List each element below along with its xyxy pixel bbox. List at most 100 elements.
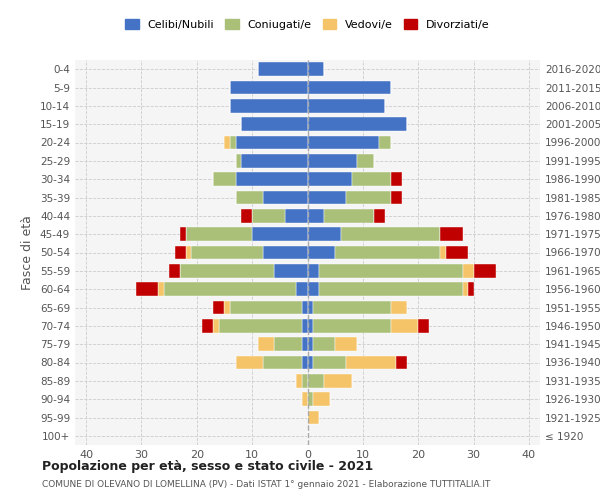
Bar [308, 319, 313, 332]
Bar [252, 209, 286, 222]
Bar [236, 136, 308, 149]
Bar [391, 190, 401, 204]
Bar [308, 392, 313, 406]
Bar [308, 154, 358, 168]
Bar [302, 356, 308, 370]
Bar [224, 136, 230, 149]
Bar [335, 246, 440, 260]
Bar [391, 172, 401, 186]
Bar [252, 228, 308, 241]
Bar [224, 300, 230, 314]
Bar [308, 374, 324, 388]
Bar [391, 300, 407, 314]
Bar [236, 356, 263, 370]
Bar [214, 319, 219, 332]
Bar [257, 338, 274, 351]
Legend: Celibi/Nubili, Coniugati/e, Vedovi/e, Divorziati/e: Celibi/Nubili, Coniugati/e, Vedovi/e, Di… [122, 16, 493, 33]
Bar [308, 356, 313, 370]
Bar [308, 80, 391, 94]
Text: COMUNE DI OLEVANO DI LOMELLINA (PV) - Dati ISTAT 1° gennaio 2021 - Elaborazione : COMUNE DI OLEVANO DI LOMELLINA (PV) - Da… [42, 480, 490, 489]
Bar [214, 172, 236, 186]
Bar [296, 374, 302, 388]
Text: Popolazione per età, sesso e stato civile - 2021: Popolazione per età, sesso e stato civil… [42, 460, 373, 473]
Bar [202, 319, 214, 332]
Bar [236, 172, 308, 186]
Bar [302, 392, 308, 406]
Bar [257, 62, 308, 76]
Bar [308, 246, 335, 260]
Bar [219, 319, 302, 332]
Bar [236, 190, 263, 204]
Bar [308, 118, 407, 131]
Bar [440, 228, 463, 241]
Y-axis label: Fasce di età: Fasce di età [22, 215, 34, 290]
Bar [391, 319, 418, 332]
Bar [241, 118, 308, 131]
Bar [302, 374, 308, 388]
Bar [308, 228, 341, 241]
Bar [313, 338, 335, 351]
Bar [308, 410, 319, 424]
Bar [473, 264, 496, 278]
Bar [180, 264, 274, 278]
Bar [175, 246, 186, 260]
Bar [230, 136, 236, 149]
Bar [241, 154, 308, 168]
Bar [302, 319, 308, 332]
Bar [313, 319, 391, 332]
Bar [308, 264, 319, 278]
Bar [191, 246, 263, 260]
Bar [463, 282, 468, 296]
Bar [346, 190, 391, 204]
Bar [446, 246, 468, 260]
Bar [374, 209, 385, 222]
Bar [180, 228, 186, 241]
Bar [263, 356, 302, 370]
Bar [440, 246, 446, 260]
Bar [308, 190, 346, 204]
Bar [313, 356, 346, 370]
Bar [296, 282, 308, 296]
Bar [263, 190, 308, 204]
Bar [308, 338, 313, 351]
Bar [136, 282, 158, 296]
Bar [335, 338, 358, 351]
Bar [308, 62, 324, 76]
Bar [286, 209, 308, 222]
Bar [418, 319, 429, 332]
Bar [230, 99, 308, 112]
Bar [230, 80, 308, 94]
Bar [169, 264, 180, 278]
Bar [164, 282, 296, 296]
Bar [230, 300, 302, 314]
Bar [358, 154, 374, 168]
Bar [468, 282, 473, 296]
Bar [302, 300, 308, 314]
Bar [463, 264, 473, 278]
Bar [274, 338, 302, 351]
Bar [308, 136, 379, 149]
Bar [263, 246, 308, 260]
Bar [158, 282, 164, 296]
Bar [319, 264, 463, 278]
Bar [308, 99, 385, 112]
Bar [346, 356, 396, 370]
Bar [214, 300, 224, 314]
Bar [313, 300, 391, 314]
Bar [236, 154, 241, 168]
Bar [379, 136, 391, 149]
Bar [341, 228, 440, 241]
Bar [313, 392, 329, 406]
Bar [308, 300, 313, 314]
Bar [186, 228, 252, 241]
Bar [186, 246, 191, 260]
Bar [308, 172, 352, 186]
Bar [308, 282, 319, 296]
Bar [396, 356, 407, 370]
Bar [241, 209, 252, 222]
Bar [324, 374, 352, 388]
Bar [302, 338, 308, 351]
Bar [308, 209, 324, 222]
Bar [319, 282, 463, 296]
Bar [274, 264, 308, 278]
